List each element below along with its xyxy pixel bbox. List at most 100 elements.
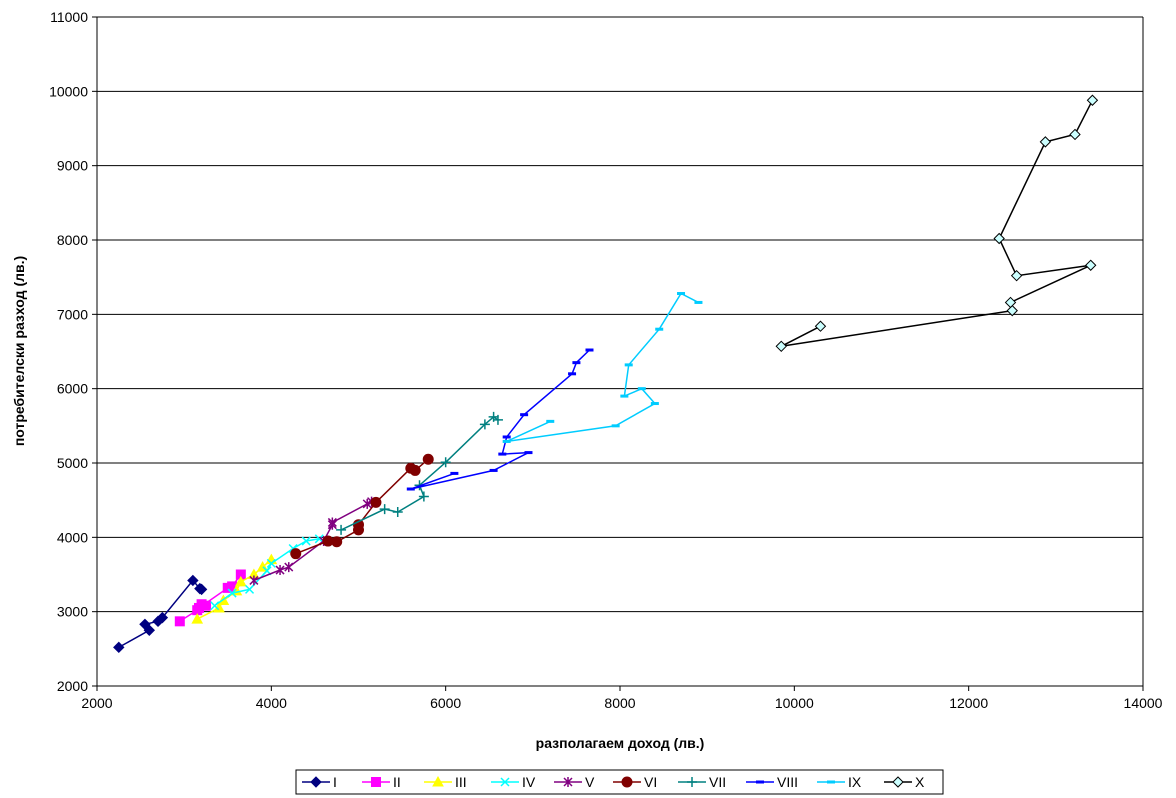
legend-label: VI — [644, 774, 657, 790]
data-point — [775, 340, 787, 353]
data-point — [245, 584, 255, 594]
data-point — [284, 562, 294, 573]
legend-marker — [827, 780, 835, 784]
data-point — [440, 457, 451, 468]
data-point — [301, 536, 311, 546]
data-point — [275, 565, 285, 576]
data-point — [520, 413, 529, 417]
data-point — [1004, 296, 1017, 309]
legend-label: I — [333, 774, 337, 790]
legend-label: IV — [522, 774, 536, 790]
series-8 — [406, 348, 594, 491]
legend-marker — [892, 776, 904, 788]
data-point — [814, 320, 827, 332]
series — [113, 94, 1099, 654]
data-point — [611, 424, 620, 428]
legend: I II III IV V VI VII VIII IX X — [295, 769, 944, 795]
x-tick-label: 6000 — [430, 695, 461, 711]
data-point — [195, 583, 208, 596]
series-line — [780, 99, 1094, 348]
data-point — [331, 536, 343, 548]
series-9 — [502, 292, 703, 443]
series-line — [410, 349, 591, 490]
y-tick-label: 3000 — [57, 604, 88, 620]
data-point — [1010, 269, 1023, 282]
series-2 — [174, 569, 246, 627]
legend-item: III — [424, 774, 467, 790]
data-point — [422, 453, 434, 465]
series-line — [506, 292, 699, 443]
data-point — [655, 327, 664, 331]
data-point — [624, 363, 633, 367]
y-tick-labels: 2000 3000 4000 5000 6000 7000 8000 9000 10000 110… — [49, 9, 97, 694]
data-point — [418, 491, 429, 502]
data-point — [191, 613, 204, 624]
legend-marker — [432, 775, 444, 787]
data-point — [327, 517, 337, 528]
y-tick-label: 11000 — [50, 9, 88, 25]
x-tick-label: 2000 — [81, 695, 112, 711]
data-point — [498, 452, 507, 456]
data-point — [193, 602, 204, 613]
data-point — [336, 524, 347, 535]
x-axis-title: разполагаем доход (лв.) — [536, 735, 705, 751]
data-point — [156, 611, 169, 624]
legend-item: I — [302, 774, 337, 790]
series-1 — [113, 574, 208, 654]
legend-item: IX — [817, 774, 862, 790]
data-point — [572, 361, 581, 365]
y-tick-label: 9000 — [57, 158, 88, 174]
x-tick-labels: 2000 4000 6000 8000 10000 12000 14000 — [81, 686, 1163, 711]
y-tick-label: 2000 — [57, 678, 88, 694]
data-point — [492, 414, 503, 425]
data-point — [694, 300, 703, 304]
legend-item: V — [554, 774, 595, 790]
data-point — [479, 419, 490, 430]
legend-item: VIII — [746, 774, 798, 790]
series-10 — [775, 94, 1099, 353]
legend-label: VIII — [777, 774, 798, 790]
data-point — [113, 641, 125, 654]
legend-marker — [310, 776, 322, 788]
data-point — [227, 588, 237, 598]
legend-marker — [371, 777, 381, 787]
data-point — [568, 372, 577, 376]
legend-item: X — [884, 774, 925, 790]
data-point — [1086, 94, 1099, 106]
x-tick-label: 4000 — [256, 695, 287, 711]
x-tick-label: 10000 — [775, 695, 814, 711]
legend-marker — [563, 777, 573, 787]
legend-item: II — [362, 774, 401, 790]
data-point — [266, 558, 276, 568]
legend-marker — [500, 777, 510, 787]
data-point — [650, 402, 659, 406]
data-point — [993, 232, 1005, 245]
legend-label: IX — [848, 774, 862, 790]
data-point — [620, 394, 629, 398]
y-axis-title: потребителски разход (лв.) — [11, 256, 27, 446]
series-5 — [249, 496, 377, 586]
y-tick-label: 6000 — [57, 381, 88, 397]
data-point — [174, 616, 185, 627]
data-point — [502, 439, 511, 443]
data-point — [677, 292, 686, 296]
plot-area — [97, 17, 1143, 686]
data-point — [139, 618, 151, 631]
data-point — [370, 496, 382, 508]
data-point — [585, 348, 594, 352]
data-point — [546, 419, 555, 423]
y-tick-label: 7000 — [57, 306, 88, 322]
legend-label: V — [585, 774, 595, 790]
legend-label: X — [915, 774, 925, 790]
data-point — [1006, 304, 1018, 317]
gridlines — [97, 16, 1143, 613]
y-tick-label: 5000 — [57, 455, 88, 471]
data-point — [379, 504, 390, 515]
data-point — [249, 575, 259, 586]
legend-item: VII — [678, 774, 726, 790]
data-point — [1039, 136, 1052, 148]
data-point — [450, 471, 459, 475]
data-point — [637, 387, 646, 391]
x-tick-label: 12000 — [949, 695, 988, 711]
